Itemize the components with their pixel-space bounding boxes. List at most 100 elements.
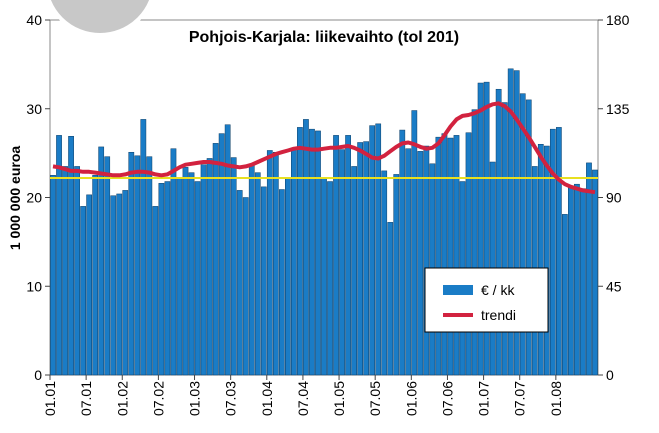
x-tick-label: 07.07 <box>512 381 528 416</box>
legend: € / kk trendi <box>424 267 549 333</box>
bar <box>248 165 255 376</box>
bar <box>158 183 165 376</box>
y2-tick-label: 0 <box>606 367 614 383</box>
y2-tick-label: 135 <box>606 101 630 117</box>
bar <box>339 149 345 376</box>
bar <box>495 88 502 376</box>
bar <box>56 135 62 376</box>
bar <box>200 164 207 376</box>
bar <box>568 185 574 376</box>
bar <box>580 188 586 376</box>
bar <box>357 142 363 376</box>
x-tick-label: 07.02 <box>150 381 166 416</box>
y-tick-label: 0 <box>34 367 42 383</box>
bar <box>242 197 249 376</box>
bar <box>543 145 550 376</box>
y-tick-label: 20 <box>26 190 42 206</box>
bar <box>586 162 592 376</box>
bar <box>92 175 99 376</box>
y2-tick-label: 45 <box>606 278 622 294</box>
bar <box>278 189 285 376</box>
bar <box>194 181 201 376</box>
x-tick-label: 07.03 <box>223 381 239 416</box>
bar <box>140 119 147 376</box>
bar <box>453 135 460 376</box>
bar <box>98 146 105 376</box>
bar <box>74 166 80 376</box>
bar <box>423 145 430 376</box>
bar <box>375 123 382 376</box>
bar <box>574 183 580 376</box>
bar <box>387 222 394 376</box>
bar <box>441 133 448 376</box>
bar <box>170 148 177 376</box>
bar <box>218 133 225 376</box>
bar <box>465 132 472 376</box>
bar <box>435 136 442 376</box>
bar <box>254 172 261 376</box>
decoration <box>46 0 154 37</box>
y-tick-label: 40 <box>26 12 42 28</box>
y2-tick-label: 180 <box>606 12 630 28</box>
bar <box>525 99 532 376</box>
bar <box>303 119 309 376</box>
bar <box>321 177 327 376</box>
bar <box>369 125 376 376</box>
bar <box>519 93 526 376</box>
bar <box>224 124 231 376</box>
bar <box>104 156 111 376</box>
y-axis-label: 1 000 000 euroa <box>7 146 23 251</box>
bar <box>501 102 508 376</box>
bar <box>411 110 418 376</box>
bar <box>562 214 568 376</box>
x-tick-label: 01.07 <box>476 381 492 416</box>
bar <box>80 206 86 376</box>
bar <box>592 169 598 376</box>
bar <box>333 135 339 376</box>
bar <box>188 172 195 376</box>
bar <box>285 177 291 376</box>
bar <box>513 70 520 376</box>
legend-box <box>424 267 549 333</box>
bar <box>146 156 153 376</box>
bar <box>483 81 490 376</box>
bar <box>345 135 351 376</box>
bar <box>351 166 357 376</box>
x-tick-label: 01.02 <box>114 381 130 416</box>
legend-label: trendi <box>481 307 516 323</box>
x-tick-label: 07.05 <box>367 381 383 416</box>
bar <box>507 68 514 376</box>
bar <box>134 155 141 376</box>
x-tick-label: 01.08 <box>548 381 564 416</box>
x-tick-label: 01.05 <box>331 381 347 416</box>
bar <box>116 193 123 376</box>
bar <box>62 166 68 376</box>
y2-tick-label: 90 <box>606 190 622 206</box>
bar <box>182 167 189 376</box>
bar <box>272 151 279 376</box>
bar <box>68 136 74 376</box>
chart-title: Pohjois-Karjala: liikevaihto (tol 201) <box>189 29 459 46</box>
bar <box>309 128 315 376</box>
bar <box>122 190 129 376</box>
bar <box>176 177 183 376</box>
x-tick-label: 01.01 <box>42 381 58 416</box>
bar <box>164 181 171 376</box>
bar <box>260 186 267 376</box>
x-tick-label: 07.04 <box>295 381 311 416</box>
bar <box>86 194 93 376</box>
bar <box>363 141 370 376</box>
bar <box>297 127 303 376</box>
bar <box>537 144 544 376</box>
bar <box>50 175 56 376</box>
y-tick-label: 10 <box>26 278 42 294</box>
bar <box>291 149 297 376</box>
bar <box>327 181 333 376</box>
bar <box>393 174 400 376</box>
bar <box>212 143 219 376</box>
y-tick-label: 30 <box>26 101 42 117</box>
x-tick-label: 07.06 <box>439 381 455 416</box>
bar <box>110 195 117 376</box>
bar <box>236 190 243 376</box>
